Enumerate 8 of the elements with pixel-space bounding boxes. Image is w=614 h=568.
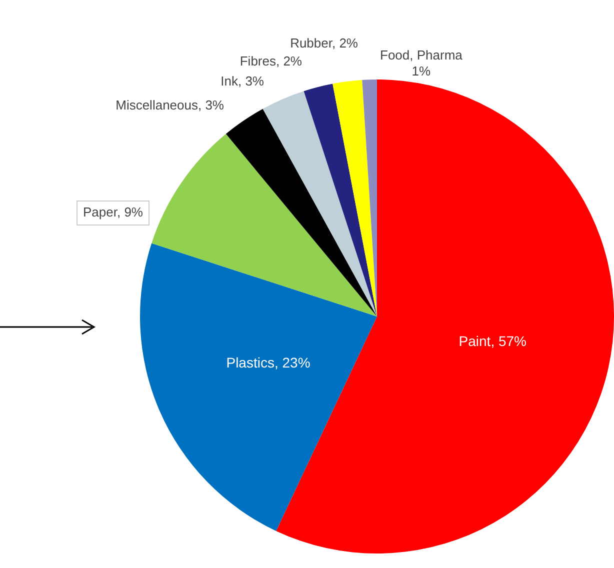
slice-label: Plastics, 23%	[226, 354, 310, 370]
slice-label: Fibres, 2%	[240, 54, 302, 69]
slice-label: Ink, 3%	[220, 74, 264, 89]
slice-label: Food, Pharma 1%	[380, 48, 464, 79]
slice-label: Rubber, 2%	[290, 36, 358, 51]
slice-label: Paint, 57%	[458, 333, 527, 350]
slice-label: Miscellaneous, 3%	[116, 98, 224, 113]
slice-label: Paper, 9%	[83, 204, 144, 220]
